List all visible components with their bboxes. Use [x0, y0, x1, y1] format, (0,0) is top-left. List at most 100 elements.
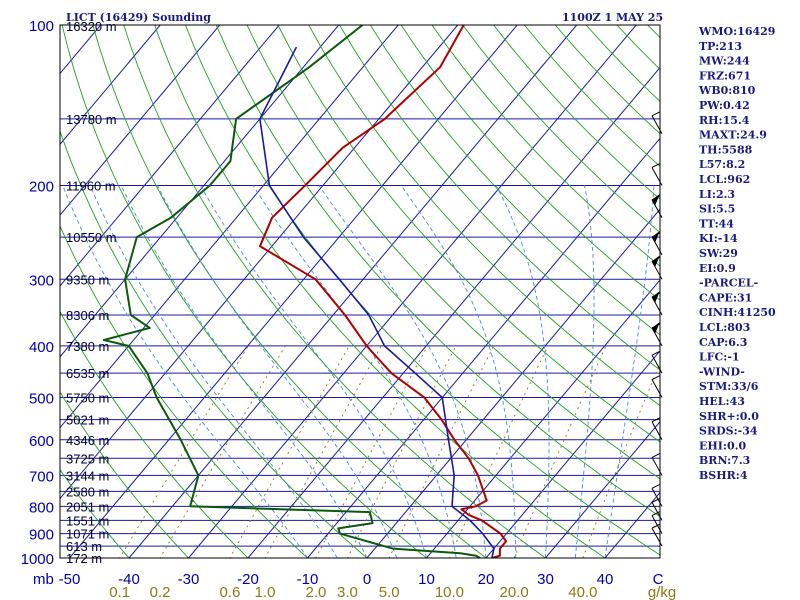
index-value: RH:15.4: [699, 114, 750, 127]
isotherm-line: [307, 137, 660, 558]
dry-adiabat: [123, 25, 547, 558]
temperature-tick-label: -40: [118, 571, 140, 588]
height-labels: 13780 m 11960 m 10550 m 9350 m 8306 m 7380 m 6…: [66, 19, 117, 566]
pressure-axis: 100 200 300 400 500 600 700 800 900 1000 mb: [21, 18, 54, 588]
pressure-tick-label: 1000: [21, 551, 54, 568]
wind-barb: [651, 290, 663, 316]
dry-adiabat: [60, 129, 368, 558]
parcel-curve: [259, 46, 495, 558]
isotherm-line: [188, 25, 637, 558]
isotherm-line: [426, 279, 660, 558]
wind-barb: [651, 417, 663, 440]
mixing-ratio-line: [315, 345, 428, 558]
mixing-ratio-tick-label: 2.0: [306, 584, 327, 600]
index-value: SI:5.5: [699, 203, 735, 216]
index-value: LCL:962: [699, 173, 750, 186]
index-value: BRN:7.3: [699, 454, 750, 467]
height-label: 5750 m: [66, 391, 109, 406]
wind-barb-shaft: [651, 354, 663, 374]
index-value: CAPE:31: [699, 291, 752, 304]
wind-barb-shaft: [651, 115, 663, 135]
height-label: 1551 m: [66, 513, 109, 528]
index-value: MW:244: [699, 55, 750, 68]
wind-barb: [651, 255, 663, 280]
height-label: 2051 m: [66, 499, 109, 514]
mixing-ratio-tick-label: 1.0: [255, 584, 276, 600]
isotherm-line: [545, 420, 660, 558]
temperature-tick-label: 0: [363, 571, 371, 588]
isotherm-line: [60, 25, 161, 146]
wind-barb-shaft: [651, 527, 663, 547]
height-label: 8306 m: [66, 308, 109, 323]
pressure-tick-label: 900: [29, 527, 54, 544]
mixing-ratio-tick-label: 0.2: [150, 584, 171, 600]
moist-adiabat: [156, 185, 398, 558]
index-value: MAXT:24.9: [699, 129, 767, 142]
dry-adiabat: [339, 25, 660, 371]
height-label: 11960 m: [66, 178, 116, 193]
isotherm-line: [60, 25, 280, 287]
pressure-tick-label: 800: [29, 499, 54, 516]
index-value: L57:8.2: [699, 158, 745, 171]
wind-barb-feather: [651, 111, 661, 117]
chart-title: LICT (16429) Sounding: [66, 11, 211, 24]
wind-barb-shaft: [651, 457, 663, 476]
temperature-tick-label: 40: [597, 571, 614, 588]
dry-adiabat: [154, 25, 606, 558]
pressure-tick-label: 300: [29, 272, 54, 289]
dry-adiabat: [215, 25, 660, 518]
wind-barb-shaft: [651, 421, 663, 440]
wind-barb-flag: [652, 230, 660, 243]
height-label: 1071 m: [66, 527, 109, 542]
dry-adiabat: [92, 25, 487, 558]
index-value: LCL:803: [699, 321, 750, 334]
mixing-ratio-line: [388, 345, 495, 558]
index-value: EI:0.9: [699, 262, 736, 275]
wind-barb: [651, 350, 663, 374]
height-label: 7380 m: [66, 339, 109, 354]
dry-adiabat: [308, 25, 660, 407]
height-label: 2580 m: [66, 484, 109, 499]
temperature-tick-label: C: [653, 571, 664, 588]
index-value: LI:2.3: [699, 188, 735, 201]
isotherm-line: [60, 25, 459, 500]
wind-barb-flag: [652, 290, 660, 303]
pressure-tick-label: 100: [29, 18, 54, 35]
moist-adiabat: [318, 185, 487, 558]
moist-adiabat: [62, 185, 308, 558]
index-value: TP:213: [699, 40, 742, 53]
wind-barb: [651, 163, 663, 186]
wind-barb-feather: [651, 350, 661, 356]
wind-barb-flag: [652, 193, 660, 206]
index-value: STM:33/6: [699, 380, 759, 393]
mixing-ratio-tick-label: 0.6: [219, 584, 240, 600]
wind-barb-feather: [651, 417, 661, 423]
index-value: WB0:810: [698, 84, 756, 97]
height-label: 3725 m: [66, 451, 109, 466]
mixing-ratio-tick-label: 20.0: [499, 584, 528, 600]
temperature-tick-label: 10: [418, 571, 435, 588]
index-value: BSHR:4: [699, 469, 748, 482]
moist-adiabat: [495, 185, 550, 558]
index-value: PW:0.42: [699, 99, 750, 112]
moist-adiabat: [400, 185, 517, 558]
dry-adiabat: [431, 25, 660, 267]
height-label: 613 m: [66, 539, 102, 554]
isotherm-line: [69, 25, 518, 558]
index-value: LFC:-1: [699, 351, 740, 364]
wind-barb-shaft: [651, 515, 663, 534]
pressure-tick-label: 700: [29, 468, 54, 485]
mixing-ratio-tick-label: 40.0: [568, 584, 597, 600]
dry-adiabat: [400, 25, 660, 301]
wind-barbs: [651, 111, 663, 547]
mixing-ratio-tick-label: 10.0: [435, 584, 464, 600]
dry-adiabat: [60, 468, 130, 558]
wind-barb: [651, 511, 663, 534]
height-label: 3144 m: [66, 468, 109, 483]
temperature-tick-label: 30: [537, 571, 554, 588]
dry-adiabat: [246, 25, 660, 480]
index-value: CAP:6.3: [699, 336, 747, 349]
wind-barb: [651, 523, 663, 547]
wind-barb-flag: [652, 321, 660, 334]
